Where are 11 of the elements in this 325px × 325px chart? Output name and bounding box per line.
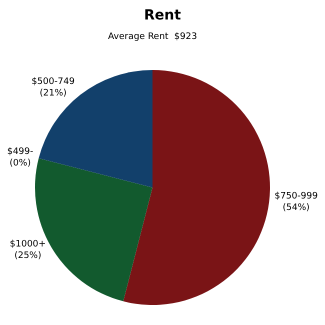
data-label: (25%) (14, 250, 42, 261)
chart-subtitle: Average Rent $923 (108, 32, 198, 42)
slice-label: $750-999 (274, 192, 318, 202)
slice-label: $500-749 (31, 77, 76, 88)
pie-slice (123, 70, 270, 305)
slice-label: $1000+ (10, 239, 46, 250)
data-label: (54%) (282, 203, 310, 214)
data-label: (21%) (40, 88, 67, 99)
text: (0%) (10, 158, 31, 168)
category-label: $499- (7, 146, 34, 157)
chart-title: Rent (144, 8, 182, 24)
